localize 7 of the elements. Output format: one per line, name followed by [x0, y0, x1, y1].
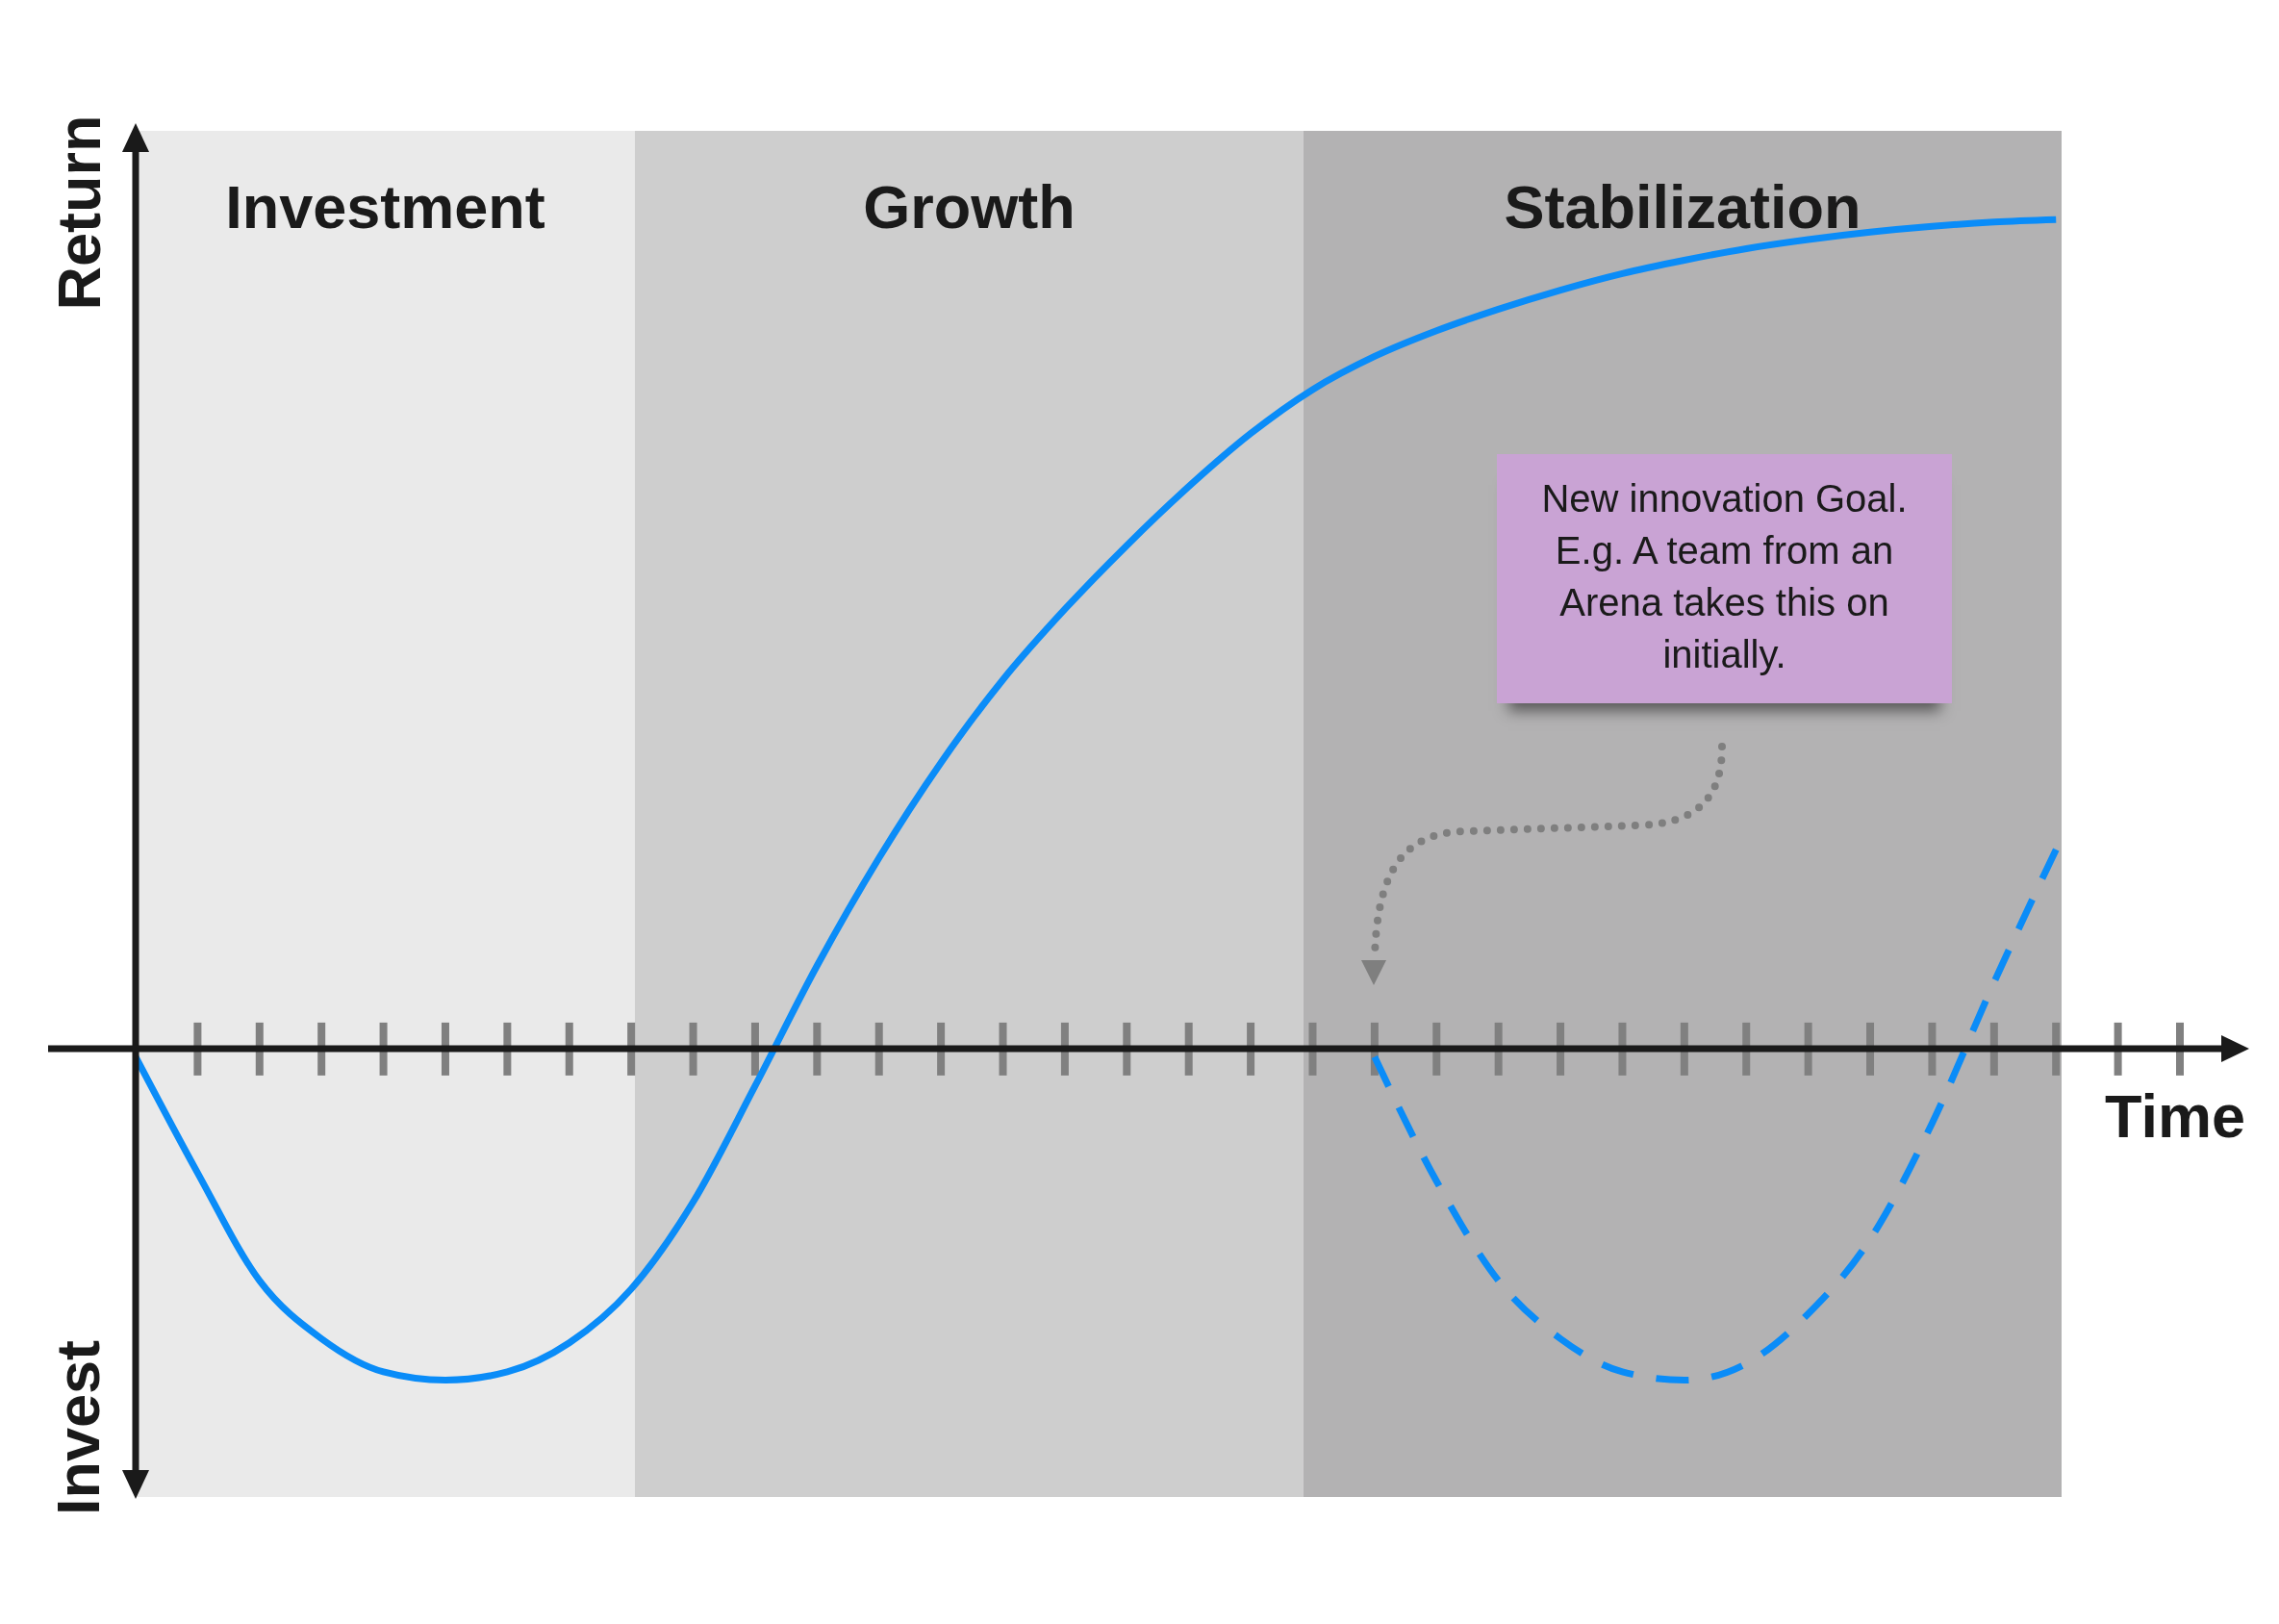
- annotation: New innovation Goal. E.g. A team from an Arena takes this on initially.: [1497, 454, 1952, 703]
- annotation: Invest: [44, 1339, 112, 1516]
- annotation: Stabilization: [1504, 173, 1861, 241]
- y-axis-title: Return: [45, 114, 113, 311]
- annotation: Growth: [863, 173, 1076, 241]
- x-axis-title: Time: [2105, 1081, 2245, 1150]
- annotation: Investment: [225, 173, 545, 241]
